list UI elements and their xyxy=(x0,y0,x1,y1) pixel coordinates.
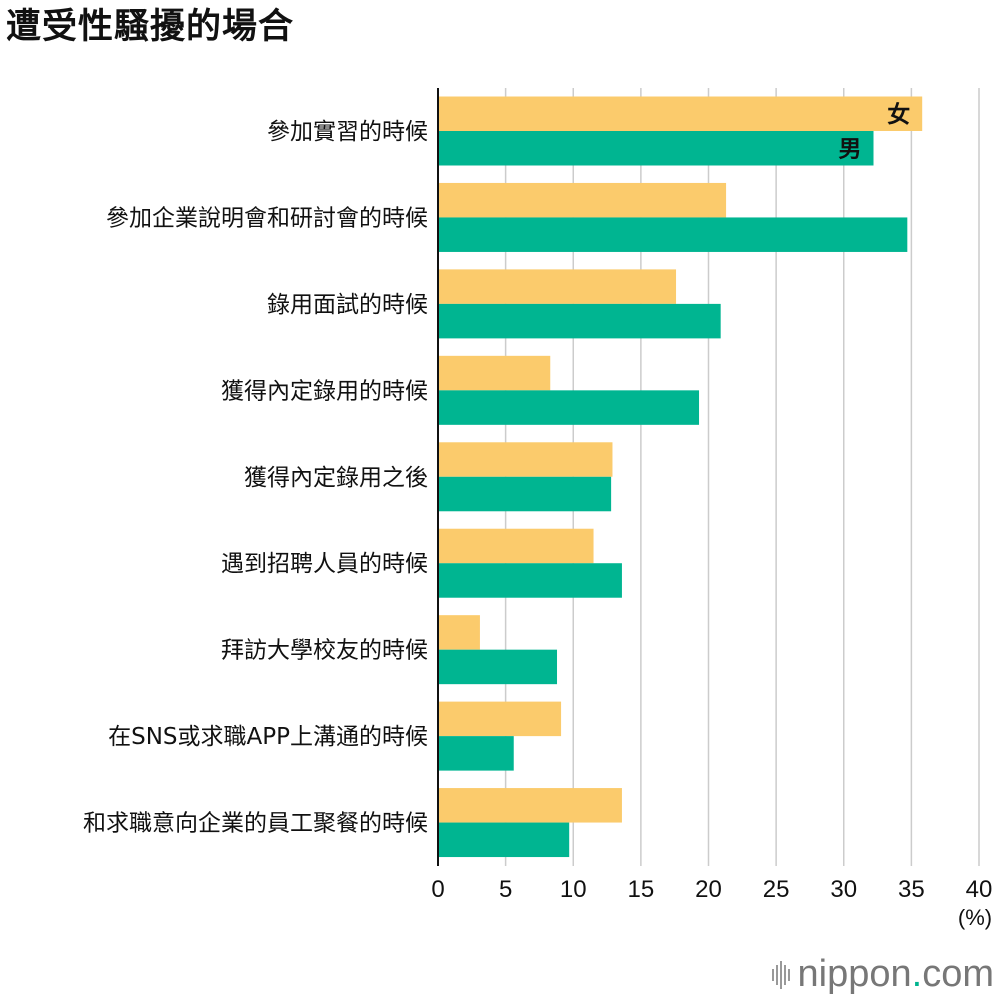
category-labels: 參加實習的時候參加企業說明會和研討會的時候錄用面試的時候獲得內定錄用的時候獲得內… xyxy=(83,119,428,837)
category-label: 獲得內定錄用的時候 xyxy=(221,378,428,404)
brand-dot: . xyxy=(911,953,923,995)
x-unit-label: (%) xyxy=(958,905,992,930)
chart-title: 遭受性騷擾的場合 xyxy=(6,7,295,47)
x-tick-label: 5 xyxy=(499,876,512,903)
x-tick-label: 30 xyxy=(830,876,857,903)
bar-male xyxy=(438,390,700,425)
bar-female xyxy=(438,96,923,131)
bar-female xyxy=(438,442,613,477)
x-tick-label: 0 xyxy=(431,876,444,903)
bar-female xyxy=(438,182,727,218)
bar-male xyxy=(438,131,874,166)
category-label: 錄用面試的時候 xyxy=(267,292,428,318)
bar-female xyxy=(438,528,594,564)
bar-female xyxy=(438,701,562,737)
category-label: 拜訪大學校友的時候 xyxy=(221,638,428,664)
category-label: 遇到招聘人員的時候 xyxy=(221,551,428,577)
legend-male-label: 男 xyxy=(839,136,862,162)
legend-female-label: 女 xyxy=(887,101,910,128)
tick-labels: 0 5 10 15 20 25 30 35 40(%) xyxy=(431,876,992,930)
bar-male xyxy=(438,303,721,339)
category-label: 獲得內定錄用之後 xyxy=(244,465,428,491)
x-tick-label: 40 xyxy=(966,876,993,903)
bar-male xyxy=(438,649,558,685)
category-label: 參加實習的時候 xyxy=(267,119,428,145)
x-tick-label: 35 xyxy=(898,876,925,903)
category-label: 和求職意向企業的員工聚餐的時候 xyxy=(83,811,428,837)
bar-male xyxy=(438,736,514,771)
nippon-logo: nippon. com xyxy=(771,953,994,996)
x-tick-label: 20 xyxy=(695,876,722,903)
bar-female xyxy=(438,269,677,304)
x-tick-label: 15 xyxy=(628,876,655,903)
category-label: 在SNS或求職APP上溝通的時候 xyxy=(108,724,428,750)
bar-male xyxy=(438,217,908,252)
bar-series xyxy=(438,96,923,858)
brand-name: nippon xyxy=(797,953,912,995)
bar-male xyxy=(438,822,570,858)
logo-bars-icon xyxy=(771,960,790,989)
bar-female xyxy=(438,355,551,391)
category-label: 參加企業說明會和研討會的時候 xyxy=(106,205,428,231)
bar-female xyxy=(438,788,622,823)
bar-female xyxy=(438,615,480,650)
brand-tld: com xyxy=(922,953,994,995)
x-tick-label: 10 xyxy=(560,876,587,903)
bar-male xyxy=(438,476,612,512)
bar-male xyxy=(438,563,622,598)
x-tick-label: 25 xyxy=(763,876,790,903)
legend: 女男 xyxy=(839,101,911,163)
